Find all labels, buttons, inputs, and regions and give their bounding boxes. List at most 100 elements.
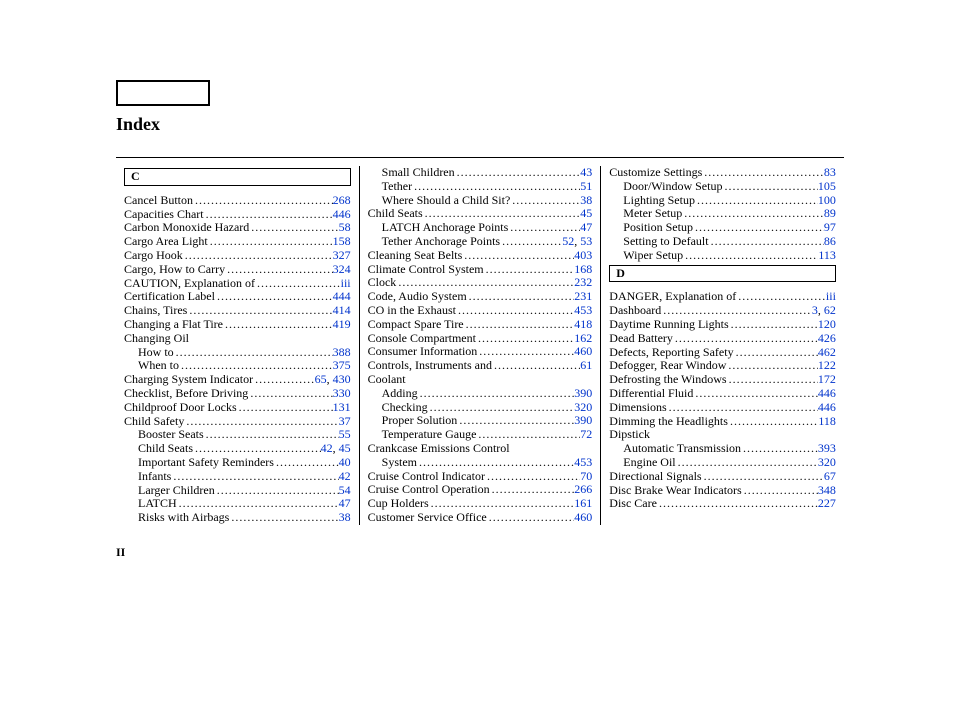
page-reference[interactable]: 67: [824, 470, 836, 484]
index-entry: CO in the Exhaust453: [368, 304, 593, 318]
page-reference[interactable]: 390: [574, 414, 592, 428]
leader-dots: [229, 511, 338, 525]
page-reference[interactable]: 42, 45: [321, 442, 351, 456]
index-entry: Differential Fluid446: [609, 387, 836, 401]
page-reference[interactable]: 37: [339, 415, 351, 429]
page-reference[interactable]: 70: [580, 470, 592, 484]
page-reference[interactable]: 172: [818, 373, 836, 387]
page-reference[interactable]: 105: [818, 180, 836, 194]
page-reference[interactable]: 348: [818, 484, 836, 498]
entry-label: Tether: [382, 180, 412, 194]
page-reference[interactable]: 86: [824, 235, 836, 249]
page-reference[interactable]: 320: [574, 401, 592, 415]
leader-dots: [248, 387, 332, 401]
page-reference[interactable]: 268: [333, 194, 351, 208]
leader-dots: [510, 194, 580, 208]
page-reference[interactable]: 55: [339, 428, 351, 442]
section-letter: C: [124, 168, 351, 186]
page-reference[interactable]: 47: [339, 497, 351, 511]
entry-label: Dimensions: [609, 401, 666, 415]
page-reference[interactable]: 419: [333, 318, 351, 332]
leader-dots: [487, 511, 575, 525]
page-reference[interactable]: 51: [580, 180, 592, 194]
index-entry: Lighting Setup100: [609, 194, 836, 208]
leader-dots: [255, 277, 341, 291]
page-reference[interactable]: 47: [580, 221, 592, 235]
page-reference[interactable]: 418: [574, 318, 592, 332]
entry-label: Door/Window Setup: [623, 180, 722, 194]
page-reference[interactable]: 43: [580, 166, 592, 180]
page-reference[interactable]: 122: [818, 359, 836, 373]
page-reference[interactable]: iii: [826, 290, 836, 304]
page-reference[interactable]: 460: [574, 345, 592, 359]
page-reference[interactable]: 162: [574, 332, 592, 346]
page-reference[interactable]: 414: [333, 304, 351, 318]
page-reference[interactable]: 118: [818, 415, 836, 429]
page-reference[interactable]: 42: [339, 470, 351, 484]
leader-dots: [693, 221, 824, 235]
page-reference[interactable]: 72: [580, 428, 592, 442]
page-reference[interactable]: 161: [574, 497, 592, 511]
index-entry: Dimensions 446: [609, 401, 836, 415]
entry-label: Carbon Monoxide Hazard: [124, 221, 249, 235]
index-page: Index CCancel Button268Capacities Chart4…: [0, 0, 954, 710]
page-reference[interactable]: 120: [818, 318, 836, 332]
page-reference[interactable]: 65, 430: [315, 373, 351, 387]
leader-dots: [728, 415, 818, 429]
page-reference[interactable]: 131: [333, 401, 351, 415]
page-reference[interactable]: 393: [818, 442, 836, 456]
page-reference[interactable]: 97: [824, 221, 836, 235]
index-entry: Climate Control System168: [368, 263, 593, 277]
page-reference[interactable]: 453: [574, 304, 592, 318]
leader-dots: [208, 235, 333, 249]
entry-label: Checking: [382, 401, 428, 415]
page-reference[interactable]: 100: [818, 194, 836, 208]
page-reference[interactable]: 38: [339, 511, 351, 525]
page-reference[interactable]: 231: [574, 290, 592, 304]
leader-dots: [171, 470, 338, 484]
page-reference[interactable]: 158: [333, 235, 351, 249]
leader-dots: [177, 497, 339, 511]
page-reference[interactable]: 426: [818, 332, 836, 346]
entry-label: Booster Seats: [138, 428, 204, 442]
index-entry: Chains, Tires414: [124, 304, 351, 318]
page-reference[interactable]: 38: [580, 194, 592, 208]
index-entry: Certification Label444: [124, 290, 351, 304]
page-reference[interactable]: 113: [818, 249, 836, 263]
page-reference[interactable]: 3, 62: [812, 304, 836, 318]
page-reference[interactable]: 232: [574, 276, 592, 290]
page-reference[interactable]: 330: [333, 387, 351, 401]
page-reference[interactable]: 446: [818, 387, 836, 401]
page-reference[interactable]: 320: [818, 456, 836, 470]
page-reference[interactable]: 453: [574, 456, 592, 470]
page-reference[interactable]: 444: [333, 290, 351, 304]
index-entry: Cancel Button268: [124, 194, 351, 208]
page-reference[interactable]: 40: [339, 456, 351, 470]
entry-label: How to: [138, 346, 174, 360]
page-reference[interactable]: 390: [574, 387, 592, 401]
page-reference[interactable]: 89: [824, 207, 836, 221]
page-reference[interactable]: 388: [333, 346, 351, 360]
page-reference[interactable]: 462: [818, 346, 836, 360]
page-reference[interactable]: 324: [333, 263, 351, 277]
page-reference[interactable]: 45: [580, 207, 592, 221]
page-reference[interactable]: 52, 53: [562, 235, 592, 249]
page-reference[interactable]: 61: [580, 359, 592, 373]
page-reference[interactable]: 168: [574, 263, 592, 277]
page-reference[interactable]: 266: [574, 483, 592, 497]
page-reference[interactable]: 460: [574, 511, 592, 525]
leader-dots: [396, 276, 574, 290]
page-reference[interactable]: 446: [818, 401, 836, 415]
page-reference[interactable]: 54: [339, 484, 351, 498]
entry-label: Where Should a Child Sit?: [382, 194, 511, 208]
entry-label: Disc Brake Wear Indicators: [609, 484, 741, 498]
page-reference[interactable]: 327: [333, 249, 351, 263]
page-reference[interactable]: 375: [333, 359, 351, 373]
page-reference[interactable]: iii: [341, 277, 351, 291]
index-entry: System453: [368, 456, 593, 470]
page-reference[interactable]: 403: [574, 249, 592, 263]
page-reference[interactable]: 446: [333, 208, 351, 222]
page-reference[interactable]: 58: [339, 221, 351, 235]
page-reference[interactable]: 83: [824, 166, 836, 180]
page-reference[interactable]: 227: [818, 497, 836, 511]
